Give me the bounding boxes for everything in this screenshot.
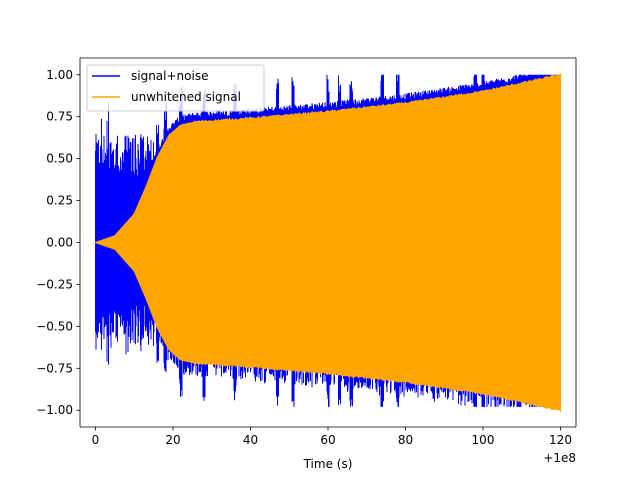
x-tick-label: 40 [243, 433, 258, 447]
y-tick-label: 0.75 [46, 110, 73, 124]
x-tick-label: 100 [472, 433, 495, 447]
axes-spines [79, 57, 577, 428]
legend-label-unwhitened-signal: unwhitened signal [131, 90, 241, 104]
y-tick-label: 0.25 [46, 194, 73, 208]
x-tick-label: 60 [320, 433, 335, 447]
y-tick-label: −0.50 [36, 319, 73, 333]
y-tick-label: 1.00 [46, 68, 73, 82]
series-layer [93, 72, 562, 413]
x-axis-ticks: 0 20 40 60 80 100 120 [92, 427, 572, 447]
y-tick-label: 0.00 [46, 236, 73, 250]
x-axis-label: Time (s) [303, 457, 353, 471]
legend-label-signal-noise: signal+noise [131, 69, 208, 83]
x-tick-label: 0 [92, 433, 100, 447]
series-unwhitened-signal [93, 72, 562, 413]
x-axis-offset-text: +1e8 [543, 451, 576, 465]
y-tick-label: −0.25 [36, 277, 73, 291]
y-tick-label: 0.50 [46, 152, 73, 166]
x-tick-label: 80 [398, 433, 413, 447]
x-tick-label: 20 [165, 433, 180, 447]
y-axis-ticks: 1.00 0.75 0.50 0.25 0.00 −0.25 −0.50 −0.75 −1.00 [36, 68, 80, 417]
y-tick-label: −0.75 [36, 361, 73, 375]
x-tick-label: 120 [549, 433, 572, 447]
y-tick-label: −1.00 [36, 403, 73, 417]
legend-frame [86, 64, 265, 112]
legend: signal+noise unwhitened signal [86, 64, 265, 112]
